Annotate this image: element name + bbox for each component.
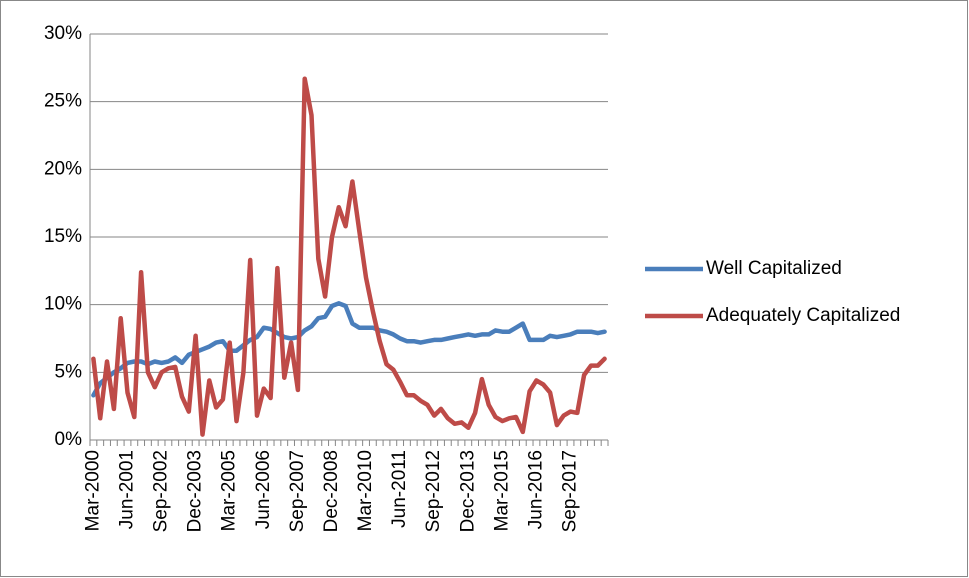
legend-label: Adequately Capitalized	[706, 305, 900, 326]
x-tick-label: Dec-2003	[185, 450, 206, 532]
x-tick-label: Mar-2015	[491, 450, 512, 531]
y-tick-label: 5%	[55, 361, 83, 382]
y-tick-label: 20%	[44, 158, 82, 179]
x-tick-label: Mar-2010	[355, 450, 376, 531]
y-tick-label: 0%	[55, 429, 83, 450]
x-tick-label: Sep-2002	[151, 450, 172, 532]
legend-label: Well Capitalized	[706, 258, 842, 279]
y-tick-label: 30%	[44, 23, 82, 44]
x-tick-label: Mar-2000	[82, 450, 103, 531]
y-tick-label: 10%	[44, 294, 82, 315]
series-line	[91, 301, 607, 398]
x-tick-label: Sep-2012	[423, 450, 444, 532]
x-tick-label: Dec-2013	[457, 450, 478, 532]
x-tick-label: Jun-2011	[389, 450, 410, 528]
x-tick-label: Jun-2016	[525, 450, 546, 529]
x-tick-label: Jun-2001	[117, 450, 138, 529]
x-tick-label: Mar-2005	[219, 450, 240, 531]
series-line	[91, 76, 607, 437]
y-tick-label: 25%	[44, 91, 82, 112]
x-tick-label: Dec-2008	[321, 450, 342, 532]
x-tick-label: Jun-2006	[253, 450, 274, 529]
x-tick-label: Sep-2007	[287, 450, 308, 532]
x-tick-label: Sep-2017	[560, 450, 581, 532]
y-tick-label: 15%	[44, 226, 82, 247]
